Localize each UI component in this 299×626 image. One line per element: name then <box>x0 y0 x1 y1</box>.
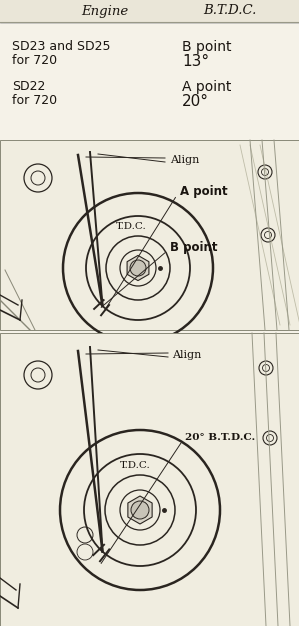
Text: T.D.C.: T.D.C. <box>116 222 147 231</box>
Text: Engine: Engine <box>81 4 129 18</box>
Text: B.T.D.C.: B.T.D.C. <box>203 4 257 18</box>
Text: T.D.C.: T.D.C. <box>120 461 151 470</box>
Text: Align: Align <box>170 155 199 165</box>
Text: SD23 and SD25: SD23 and SD25 <box>12 40 111 53</box>
Text: 20°: 20° <box>182 94 209 109</box>
Text: for 720: for 720 <box>12 54 57 67</box>
Text: 20° B.T.D.C.: 20° B.T.D.C. <box>185 433 255 443</box>
Polygon shape <box>128 496 152 524</box>
Circle shape <box>130 260 146 276</box>
Bar <box>0 0 299 22</box>
Text: 13°: 13° <box>182 54 209 69</box>
Bar <box>0 140 299 330</box>
Text: A point: A point <box>182 80 231 94</box>
Text: SD22: SD22 <box>12 80 45 93</box>
Text: B point: B point <box>182 40 231 54</box>
Text: A point: A point <box>180 185 228 198</box>
Text: Align: Align <box>172 350 201 360</box>
Bar <box>0 333 299 626</box>
Text: B point: B point <box>170 242 217 255</box>
Circle shape <box>131 501 149 519</box>
Polygon shape <box>127 255 149 280</box>
Text: for 720: for 720 <box>12 94 57 107</box>
